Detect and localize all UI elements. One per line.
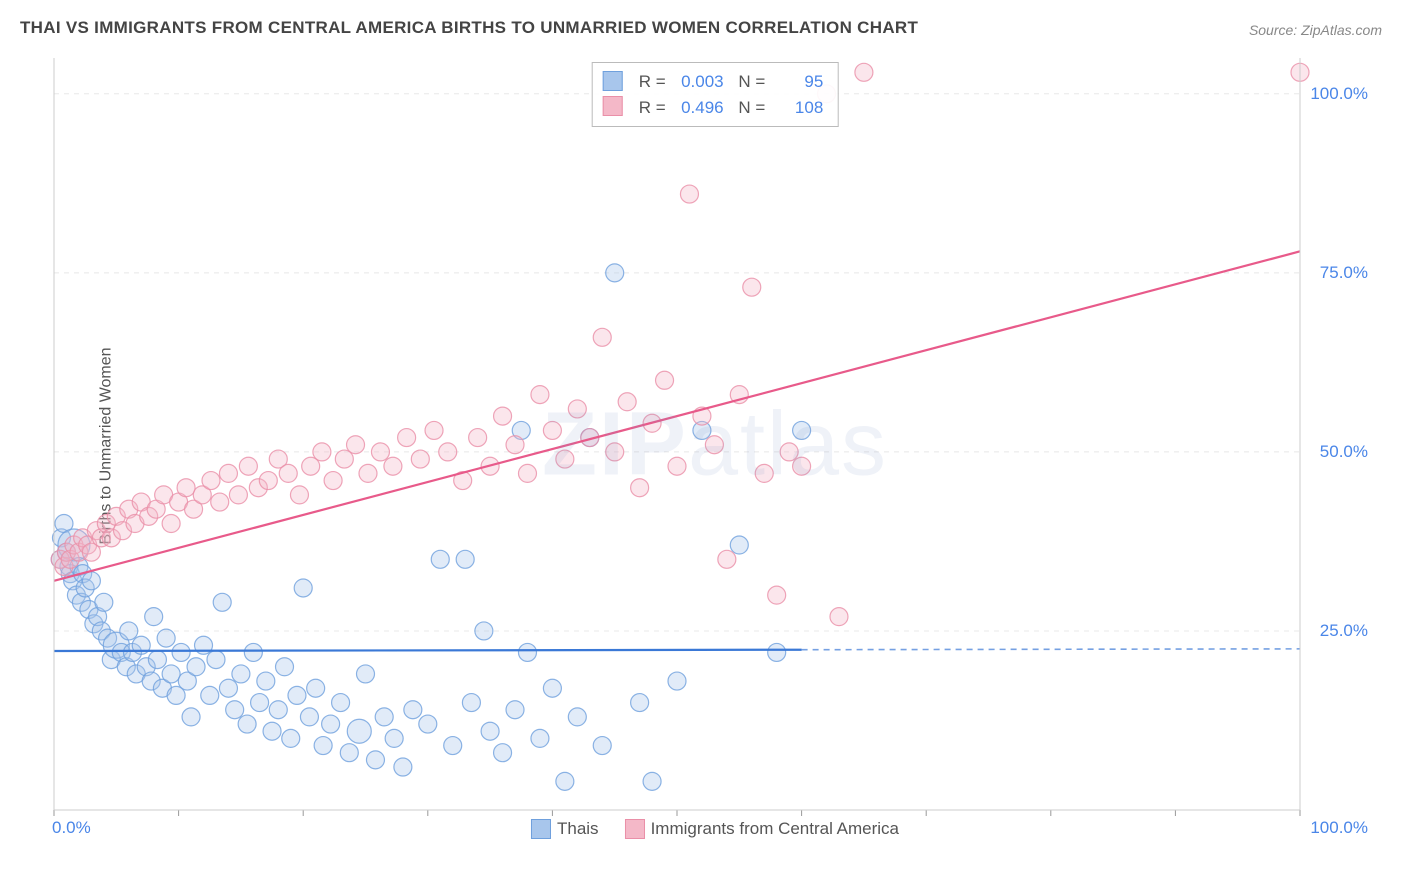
- y-tick-label: 100.0%: [1310, 84, 1368, 104]
- plot-area: ZIPatlas R =0.003 N =95 R =0.496 N =108 …: [50, 50, 1380, 840]
- swatch-icon: [603, 71, 623, 91]
- stats-row-central-america: R =0.496 N =108: [603, 95, 824, 121]
- x-tick-min: 0.0%: [52, 818, 91, 838]
- series-legend: Thais Immigrants from Central America: [531, 819, 899, 840]
- swatch-icon: [625, 819, 645, 839]
- y-tick-label: 25.0%: [1320, 621, 1368, 641]
- chart-title: THAI VS IMMIGRANTS FROM CENTRAL AMERICA …: [20, 18, 918, 38]
- y-tick-label: 75.0%: [1320, 263, 1368, 283]
- legend-item-central-america: Immigrants from Central America: [625, 819, 899, 840]
- swatch-icon: [603, 96, 623, 116]
- x-tick-max: 100.0%: [1310, 818, 1368, 838]
- swatch-icon: [531, 819, 551, 839]
- legend-item-thais: Thais: [531, 819, 599, 840]
- y-tick-label: 50.0%: [1320, 442, 1368, 462]
- chart-source: Source: ZipAtlas.com: [1249, 22, 1382, 38]
- scatter-chart: [50, 50, 1380, 840]
- stats-legend: R =0.003 N =95 R =0.496 N =108: [592, 62, 839, 127]
- stats-row-thais: R =0.003 N =95: [603, 69, 824, 95]
